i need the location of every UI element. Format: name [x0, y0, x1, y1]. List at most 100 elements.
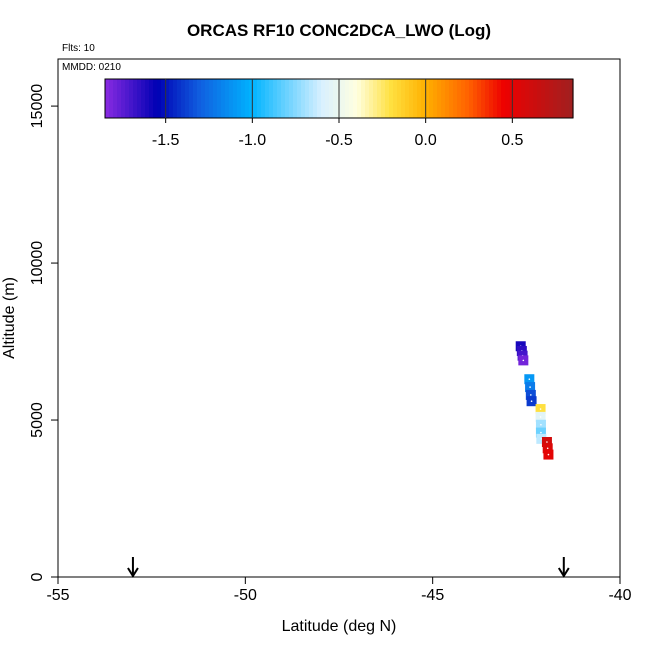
colorbar-strip [505, 79, 510, 118]
colorbar-strip [237, 79, 242, 118]
colorbar-tick-label: 0.5 [501, 132, 523, 149]
data-point-track [546, 447, 549, 450]
y-tick-label: 10000 [29, 241, 46, 286]
colorbar-strip [185, 79, 190, 118]
colorbar-strip [485, 79, 490, 118]
colorbar-strip [493, 79, 498, 118]
colorbar-strip [285, 79, 290, 118]
colorbar-strip [561, 79, 566, 118]
colorbar-strip [257, 79, 262, 118]
y-axis-label: Altitude (m) [1, 277, 18, 359]
colorbar-tick-label: -1.0 [239, 132, 267, 149]
colorbar-tick-label: -0.5 [325, 132, 353, 149]
colorbar-strip [457, 79, 462, 118]
data-point-track [539, 408, 542, 410]
colorbar-strip [225, 79, 230, 118]
colorbar-strip [341, 79, 346, 118]
colorbar-strip [277, 79, 282, 118]
data-point-track [546, 441, 548, 443]
colorbar-strip [409, 79, 414, 118]
colorbar-strip [461, 79, 466, 118]
date-label: MMDD: 0210 [62, 62, 121, 73]
data-point-track [540, 423, 542, 426]
colorbar-strip [321, 79, 326, 118]
colorbar-strip [217, 79, 222, 118]
colorbar-strip [349, 79, 354, 118]
colorbar-dividers [165, 79, 513, 118]
colorbar-strip [437, 79, 442, 118]
colorbar-strip [137, 79, 142, 118]
colorbar-strip [389, 79, 394, 118]
colorbar-strip [189, 79, 194, 118]
colorbar-strip [517, 79, 522, 118]
colorbar-strip [345, 79, 350, 118]
arrow-markers [127, 557, 570, 578]
colorbar-strip [385, 79, 390, 118]
colorbar-strip [433, 79, 438, 118]
colorbar-strip [313, 79, 318, 118]
arrow-marker [127, 557, 139, 578]
colorbar-strip [421, 79, 426, 118]
colorbar-strip [109, 79, 114, 118]
colorbar-strip [197, 79, 202, 118]
colorbar-strip [497, 79, 502, 118]
colorbar-strip [245, 79, 250, 118]
colorbar-strip [353, 79, 358, 118]
colorbar-strip [417, 79, 422, 118]
colorbar-strip [393, 79, 398, 118]
colorbar-tick-label: -1.5 [152, 132, 180, 149]
colorbar-strip [381, 79, 386, 118]
colorbar-strip [477, 79, 482, 118]
colorbar-strip [293, 79, 298, 118]
colorbar-strip [373, 79, 378, 118]
colorbar-strip [541, 79, 546, 118]
colorbar-strip [141, 79, 146, 118]
colorbar-strip [181, 79, 186, 118]
colorbar-strip [289, 79, 294, 118]
data-point-track [539, 416, 542, 418]
colorbar-strip [557, 79, 562, 118]
colorbar-strip [233, 79, 238, 118]
colorbar-strip [133, 79, 138, 118]
colorbar-strip [169, 79, 174, 118]
colorbar-strip [473, 79, 478, 118]
colorbar-strip [269, 79, 274, 118]
y-tick-label: 5000 [29, 402, 46, 438]
data-point-track [522, 359, 525, 362]
data-point-track [547, 453, 550, 456]
colorbar-strip [429, 79, 434, 118]
colorbar-strip [309, 79, 314, 118]
x-axis: -55 -50 -45 -40 [46, 577, 632, 604]
colorbar-strip [401, 79, 406, 118]
colorbar-strip [545, 79, 550, 118]
colorbar-strip [441, 79, 446, 118]
colorbar-strip [113, 79, 118, 118]
colorbar-strip [129, 79, 134, 118]
colorbar-strip [265, 79, 270, 118]
colorbar-strip [317, 79, 322, 118]
colorbar-strip [333, 79, 338, 118]
colorbar-strip [165, 79, 170, 118]
colorbar-strip [301, 79, 306, 118]
x-tick-label: -50 [234, 587, 257, 604]
colorbar-strip [481, 79, 486, 118]
colorbar-strip [489, 79, 494, 118]
colorbar-strip [105, 79, 110, 118]
colorbar-strip [297, 79, 302, 118]
colorbar-strip [281, 79, 286, 118]
colorbar-strip [161, 79, 166, 118]
y-tick-label: 15000 [29, 84, 46, 129]
colorbar-strip [273, 79, 278, 118]
colorbar-strip [413, 79, 418, 118]
data-point-track [528, 378, 531, 381]
colorbar-strip [221, 79, 226, 118]
colorbar-strip [325, 79, 330, 118]
y-tick-label: 0 [29, 572, 46, 581]
colorbar-strip [153, 79, 158, 118]
colorbar: -1.5 -1.0 -0.5 0.0 0.5 [104, 78, 574, 149]
colorbar-strip [361, 79, 366, 118]
plot-frame [57, 58, 621, 578]
flights-label: Flts: 10 [62, 43, 95, 54]
colorbar-strip [121, 79, 126, 118]
colorbar-strip [261, 79, 266, 118]
